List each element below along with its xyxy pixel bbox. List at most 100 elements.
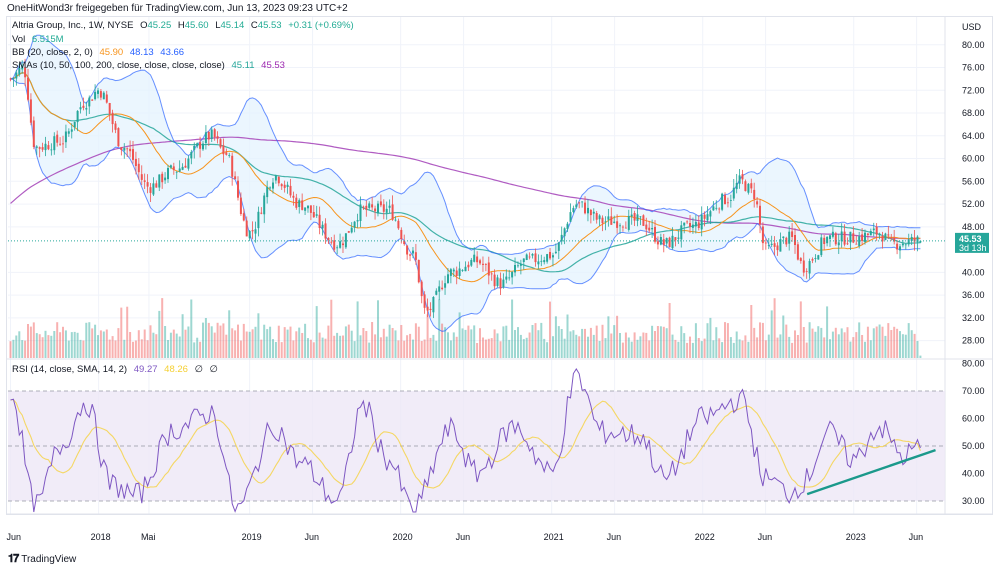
volume-bar (123, 339, 126, 358)
candle-body (887, 234, 890, 236)
candle-body (896, 243, 899, 250)
candle-body (277, 177, 280, 184)
volume-bar (132, 341, 134, 358)
candle-body (648, 227, 651, 231)
candle-body (105, 94, 108, 103)
candle-body (662, 239, 665, 245)
volume-bar (286, 329, 289, 358)
volume-bar (394, 330, 397, 358)
candle-body (691, 224, 694, 228)
candle-body (146, 182, 149, 187)
candle-body (202, 143, 204, 150)
candle-body (274, 175, 277, 181)
candle-body (689, 223, 691, 227)
volume-legend[interactable]: Vol 6.515M (12, 34, 68, 45)
candle-body (333, 240, 336, 250)
candle-body (861, 234, 864, 241)
candle-body (764, 242, 767, 244)
candle-body (511, 272, 514, 278)
volume-bar (595, 325, 598, 358)
candle-body (356, 220, 359, 222)
symbol-name[interactable]: Altria Group, Inc., 1W, NYSE (12, 20, 134, 31)
candle-body (794, 235, 796, 245)
candle-body (307, 205, 309, 209)
volume-bar (764, 340, 767, 358)
candle-body (222, 145, 225, 155)
volume-bar (604, 338, 607, 358)
candle-body (269, 187, 272, 189)
rsi-tick-label: 40.00 (962, 469, 985, 479)
volume-bar (907, 323, 910, 358)
rsi-extra-1: ∅ (194, 364, 203, 375)
candle-body (309, 205, 312, 213)
volume-bar (18, 331, 21, 358)
candle-body (41, 147, 44, 150)
candle-body (700, 214, 703, 230)
volume-bar (441, 323, 444, 358)
candle-body (213, 129, 216, 138)
candle-body (546, 254, 549, 262)
candle-body (175, 171, 178, 173)
candle-body (181, 166, 184, 170)
candle-body (589, 209, 592, 216)
candle-body (487, 262, 490, 276)
candle-body (155, 183, 158, 188)
volume-bar (671, 334, 674, 358)
volume-bar (511, 299, 514, 358)
volume-bar (385, 336, 388, 358)
candle-body (621, 226, 624, 228)
candles (9, 58, 922, 319)
volume-bar (403, 340, 406, 358)
volume-bar (505, 325, 508, 358)
volume-bar (99, 330, 102, 358)
volume-bar (455, 336, 458, 358)
sma-legend[interactable]: SMAs (10, 50, 100, 200, close, close, cl… (12, 60, 289, 71)
candle-body (910, 237, 913, 241)
volume-bar (374, 334, 377, 358)
volume-bar (426, 314, 429, 358)
rsi-tick-label: 50.00 (962, 441, 985, 451)
bb-legend[interactable]: BB (20, close, 2, 0) 45.90 48.13 43.66 (12, 47, 188, 58)
price-tick-label: 28.00 (962, 336, 985, 346)
volume-bar (470, 329, 473, 358)
sma-200-line (10, 136, 921, 240)
volume-bar (155, 334, 158, 358)
volume-bar (234, 330, 237, 358)
candle-body (604, 221, 607, 223)
volume-bar (872, 328, 875, 358)
candle-body (799, 258, 802, 261)
candle-body (735, 182, 738, 190)
symbol-legend[interactable]: Altria Group, Inc., 1W, NYSE O45.25 H45.… (12, 20, 358, 31)
sma-label: SMAs (10, 50, 100, 200, close, close, cl… (12, 60, 225, 71)
candle-body (826, 237, 829, 244)
price-change: +0.31 (+0.69%) (288, 20, 354, 31)
volume-bar (712, 340, 715, 358)
tradingview-footer[interactable]: 𝟏𝟕 TradingView (8, 553, 76, 566)
volume-bar (152, 332, 155, 358)
volume-bar (788, 336, 791, 358)
candle-body (493, 274, 496, 287)
candle-body (432, 297, 435, 313)
candle-body (855, 243, 858, 245)
current-price-label: 45.53 (959, 234, 982, 244)
volume-bar (654, 331, 656, 358)
volume-bar (616, 315, 619, 358)
candle-body (613, 221, 616, 223)
volume-bar (761, 322, 764, 358)
candle-body (292, 195, 295, 198)
volume-bar (893, 326, 896, 358)
candle-body (517, 265, 519, 267)
volume-bar (85, 322, 88, 358)
volume-bar (808, 322, 811, 358)
time-tick-label: 2021 (544, 532, 564, 542)
candle-body (9, 78, 12, 80)
candle-body (694, 221, 697, 227)
volume-bar (534, 323, 537, 358)
price-tick-label: 68.00 (962, 108, 985, 118)
rsi-legend[interactable]: RSI (14, close, SMA, 14, 2) 49.27 48.26 … (12, 364, 222, 375)
brand-name: TradingView (21, 554, 77, 565)
volume-bar (464, 329, 467, 358)
volume-bar (549, 301, 551, 358)
candle-body (773, 243, 776, 247)
